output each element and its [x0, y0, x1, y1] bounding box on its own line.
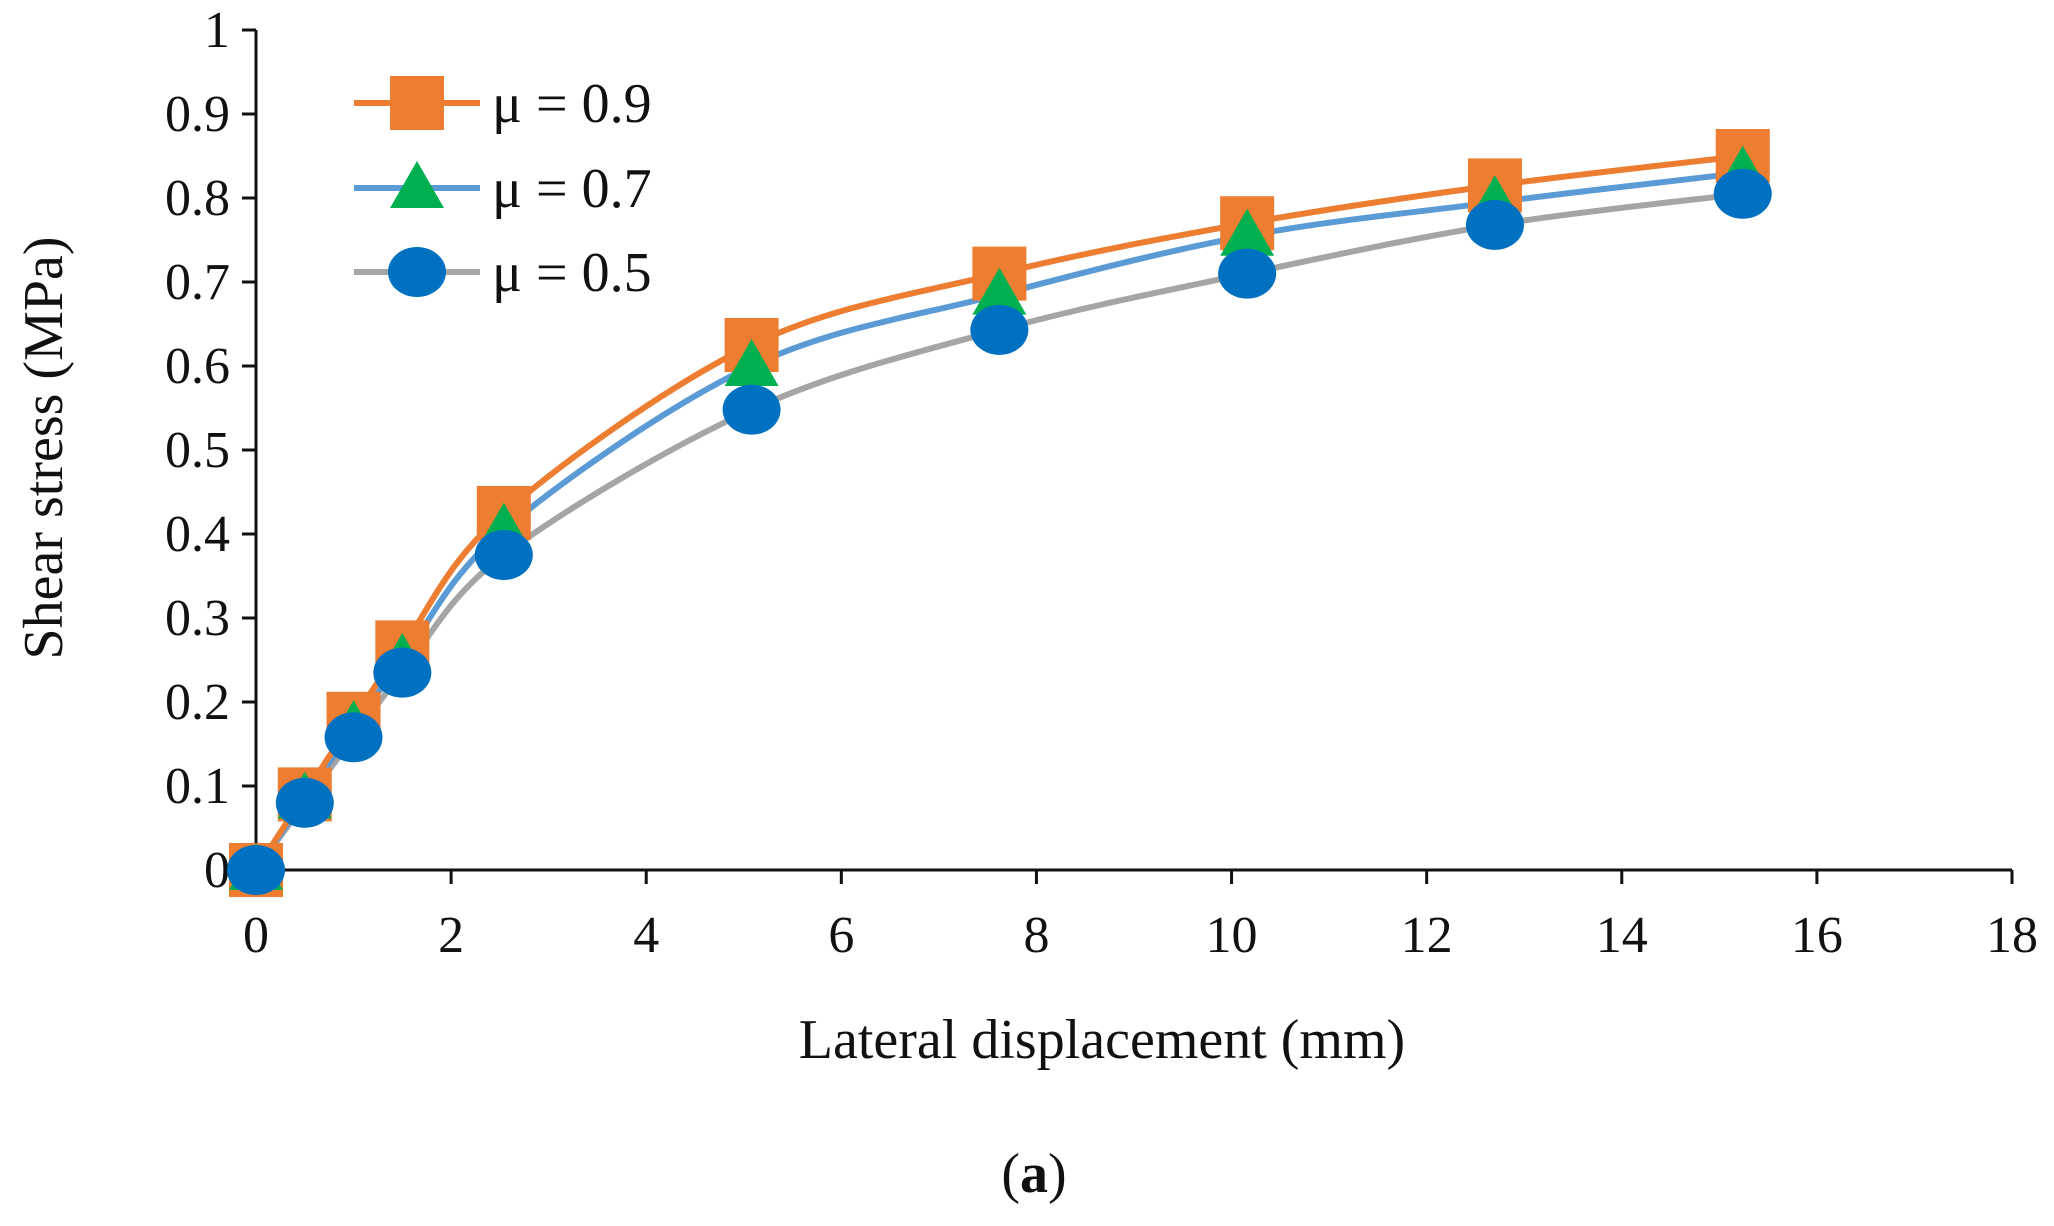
- data-point: [1220, 208, 1275, 256]
- x-tick-label: 10: [1206, 907, 1258, 964]
- x-tick-label: 18: [1986, 907, 2038, 964]
- legend-marker-2: [388, 247, 446, 297]
- y-tick-label: 0.2: [165, 674, 230, 731]
- legend-marker-0: [390, 76, 444, 130]
- y-axis-title: Shear stress (MPa): [13, 236, 75, 659]
- data-point: [1465, 199, 1524, 250]
- series-markers-0: [229, 129, 1770, 897]
- x-tick-label: 12: [1401, 907, 1453, 964]
- legend-label-1: μ = 0.7: [492, 158, 652, 220]
- x-tick-label: 4: [633, 907, 659, 964]
- y-tick-label: 0: [204, 842, 230, 899]
- panel-label-letter: a: [1020, 1143, 1048, 1205]
- x-axis-title: Lateral displacement (mm): [799, 1009, 1405, 1071]
- legend-label-2: μ = 0.5: [492, 242, 652, 304]
- panel-label: (a): [1001, 1143, 1066, 1205]
- data-point: [324, 712, 383, 763]
- panel-label-close: ): [1048, 1143, 1067, 1205]
- data-point: [275, 777, 334, 828]
- series-markers-2: [227, 168, 1772, 895]
- panel-label-open: (: [1001, 1143, 1020, 1205]
- y-tick-label: 0.7: [165, 254, 230, 311]
- y-tick-label: 0.6: [165, 338, 230, 395]
- x-tick-label: 6: [828, 907, 854, 964]
- series-layer: [227, 129, 1772, 897]
- y-tick-label: 0.8: [165, 170, 230, 227]
- data-point: [1218, 248, 1277, 299]
- y-tick-label: 0.1: [165, 758, 230, 815]
- y-tick-label: 0.9: [165, 86, 230, 143]
- axes: 00.10.20.30.40.50.60.70.80.910 2 4 6 8 10 12 14…: [165, 2, 2038, 964]
- y-tick-label: 1: [204, 2, 230, 59]
- data-point: [722, 384, 781, 435]
- data-point: [373, 647, 432, 698]
- x-tick-label: 14: [1596, 907, 1648, 964]
- data-point: [970, 304, 1029, 355]
- x-tick-label: 8: [1023, 907, 1049, 964]
- data-point: [1713, 168, 1772, 219]
- y-tick-label: 0.5: [165, 422, 230, 479]
- legend-label-0: μ = 0.9: [492, 73, 652, 135]
- y-tick-label: 0.4: [165, 506, 230, 563]
- data-point: [227, 845, 285, 895]
- data-point: [724, 339, 779, 386]
- legend-marker-1: [390, 161, 444, 208]
- x-tick-label: 2: [438, 907, 464, 964]
- x-tick-label: 16: [1791, 907, 1843, 964]
- legend: μ = 0.9 μ = 0.7 μ = 0.5: [354, 73, 652, 304]
- x-tick-label: 0: [243, 907, 269, 964]
- y-tick-label: 0.3: [165, 590, 230, 647]
- data-point: [972, 267, 1027, 315]
- data-point: [474, 530, 533, 580]
